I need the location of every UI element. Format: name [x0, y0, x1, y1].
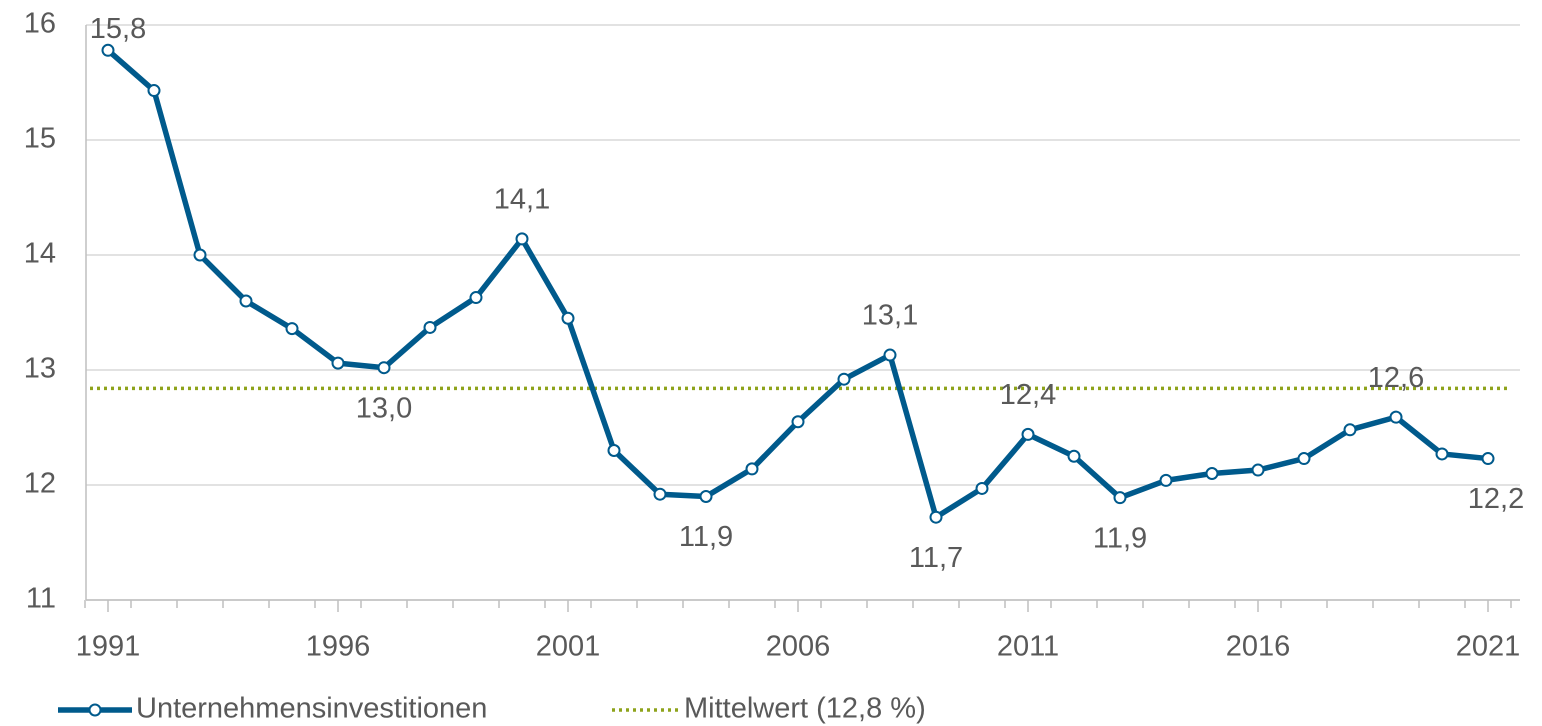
- marker: [1159, 473, 1173, 487]
- y-tick-label: 13: [24, 353, 56, 385]
- marker: [147, 84, 161, 98]
- marker: [1481, 452, 1495, 466]
- marker: [607, 444, 621, 457]
- marker: [653, 487, 667, 501]
- marker: [561, 311, 575, 325]
- x-tick-label: 2001: [536, 631, 601, 663]
- x-tick-label: 2021: [1456, 631, 1521, 663]
- marker: [1343, 423, 1357, 437]
- legend-label: Unternehmensinvestitionen: [136, 693, 487, 725]
- data-label: 11,9: [679, 521, 733, 553]
- marker: [1113, 491, 1127, 505]
- marker: [1205, 467, 1219, 480]
- marker: [377, 361, 391, 375]
- data-label: 11,9: [1093, 522, 1147, 554]
- y-tick-label: 16: [24, 8, 56, 40]
- marker: [1435, 447, 1449, 461]
- marker: [791, 415, 805, 429]
- data-label: 15,8: [90, 13, 146, 45]
- marker: [1251, 463, 1265, 477]
- legend-label: Mittelwert (12,8 %): [684, 693, 926, 725]
- marker: [469, 291, 483, 305]
- y-tick-label: 11: [26, 583, 56, 615]
- marker: [699, 490, 713, 503]
- marker: [101, 43, 115, 57]
- marker: [883, 348, 897, 362]
- marker: [285, 322, 299, 336]
- marker: [745, 462, 759, 476]
- marker: [1067, 449, 1081, 463]
- data-label: 12,4: [1000, 379, 1056, 411]
- marker: [515, 232, 529, 246]
- marker: [975, 481, 989, 495]
- data-label: 13,0: [356, 392, 412, 424]
- y-tick-label: 15: [24, 123, 56, 155]
- marker: [331, 356, 345, 370]
- marker: [1297, 452, 1311, 466]
- data-label: 14,1: [494, 184, 550, 216]
- y-tick-label: 12: [24, 468, 56, 500]
- x-tick-label: 2006: [766, 631, 831, 663]
- data-label: 11,7: [909, 542, 963, 574]
- marker: [193, 248, 207, 262]
- legend-marker: [88, 703, 102, 717]
- marker: [1021, 427, 1035, 441]
- x-tick-label: 2011: [997, 631, 1059, 663]
- x-tick-label: 2016: [1226, 631, 1291, 663]
- data-label: 12,6: [1368, 362, 1424, 394]
- marker: [423, 320, 437, 334]
- marker: [837, 372, 851, 386]
- data-label: 12,2: [1468, 483, 1524, 515]
- x-tick-label: 1991: [76, 631, 141, 663]
- marker: [1389, 410, 1403, 424]
- y-tick-label: 14: [24, 238, 56, 270]
- x-tick-label: 1996: [306, 631, 371, 663]
- marker: [239, 294, 253, 308]
- data-label: 13,1: [862, 300, 918, 332]
- series-line: [106, 48, 1489, 520]
- marker: [929, 510, 943, 524]
